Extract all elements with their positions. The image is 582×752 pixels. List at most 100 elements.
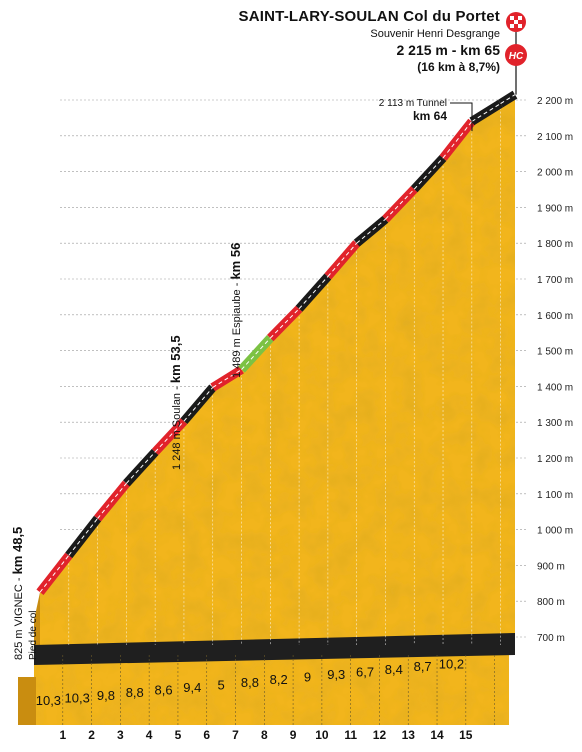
road-centerline <box>68 518 98 556</box>
x-tick-label: 4 <box>146 728 153 742</box>
gradient-label: 8,8 <box>241 675 259 690</box>
climb-name: SAINT-LARY-SOULAN Col du Portet <box>238 8 500 25</box>
y-tick-label: 1 000 m <box>537 526 573 537</box>
y-tick-label: 1 300 m <box>537 418 573 429</box>
terrain-texture <box>40 94 515 645</box>
x-tick-label: 5 <box>175 728 182 742</box>
x-axis: 1 2 3 4 5 6 7 8 9 10 11 12 13 14 15 <box>59 728 472 742</box>
gradient-label: 10,3 <box>36 693 61 708</box>
gradient-label: 9,3 <box>327 667 345 682</box>
summit-badges: HC <box>505 12 527 95</box>
gradient-label: 9 <box>304 670 311 685</box>
landmark-espiaube: 1 489 m Espiaube - km 56 <box>228 243 243 378</box>
landmark-label: 1 489 m Espiaube - km 56 <box>228 243 243 378</box>
landmark-km: km 48,5 <box>10 527 25 575</box>
finish-flag-check <box>518 16 522 20</box>
x-tick-label: 3 <box>117 728 124 742</box>
road-centerline <box>471 103 501 122</box>
road-centerline <box>241 337 271 370</box>
x-tick-label: 15 <box>459 728 473 742</box>
terrain-left-face <box>34 592 40 655</box>
x-tick-label: 12 <box>373 728 387 742</box>
x-tick-label: 10 <box>315 728 329 742</box>
road-centerline <box>413 157 444 190</box>
y-tick-label: 1 200 m <box>537 454 573 465</box>
gradient-label: 8,2 <box>270 672 288 687</box>
climb-subtitle: Souvenir Henri Desgrange <box>370 28 500 40</box>
x-tick-label: 7 <box>232 728 239 742</box>
road-line <box>36 90 518 596</box>
y-tick-label: 1 900 m <box>537 203 573 214</box>
landmark-tunnel-label: 2 113 m Tunnel <box>379 98 447 109</box>
finish-flag-check <box>510 24 514 28</box>
road-centerline <box>154 420 185 453</box>
climb-summary: (16 km à 8,7%) <box>417 60 500 74</box>
y-tick-label: 1 400 m <box>537 382 573 393</box>
y-tick-label: 1 600 m <box>537 311 573 322</box>
x-tick-label: 13 <box>402 728 416 742</box>
road-centerline <box>125 451 156 484</box>
road-centerline <box>183 387 214 422</box>
road-centerline <box>500 94 516 105</box>
y-tick-label: 1 700 m <box>537 275 573 286</box>
road-centerline <box>356 218 386 244</box>
finish-flag-check <box>514 20 518 24</box>
gradient-label: 8,4 <box>385 662 403 677</box>
y-tick-label: 1 500 m <box>537 347 573 358</box>
y-axis: 700 m 800 m 900 m 1 000 m 1 100 m 1 200 m 1 30… <box>537 96 573 644</box>
landmark-soulan: 1 248 m Soulan - km 53,5 <box>168 335 183 470</box>
gradient-labels: 10,3 10,3 9,8 8,8 8,6 9,4 5 8,8 8,2 9 9,3 6,7 8,4 8,7… <box>36 657 464 708</box>
gradient-label: 6,7 <box>356 664 374 679</box>
road-centerline <box>298 276 329 310</box>
x-tick-label: 6 <box>203 728 210 742</box>
gradient-label: 10,3 <box>65 690 90 705</box>
category-badge-label: HC <box>509 51 524 62</box>
landmark-label: 825 m VIGNEC - km 48,5 <box>10 527 25 660</box>
summit-altitude: 2 215 m - km 65 <box>396 42 500 58</box>
gradient-label: 8,6 <box>155 683 173 698</box>
finish-flag-check <box>518 24 522 28</box>
y-tick-label: 2 000 m <box>537 168 573 179</box>
gradient-label: 10,2 <box>439 657 464 672</box>
terrain-area <box>18 94 515 725</box>
terrain-left-block <box>18 677 36 725</box>
y-tick-label: 1 800 m <box>537 239 573 250</box>
y-tick-label: 800 m <box>537 597 565 608</box>
y-tick-label: 2 200 m <box>537 96 573 107</box>
y-tick-label: 1 100 m <box>537 490 573 501</box>
gradient-label: 8,7 <box>414 659 432 674</box>
road-segment <box>382 186 418 223</box>
road-centerline <box>212 369 242 388</box>
y-tick-label: 700 m <box>537 633 565 644</box>
x-tick-label: 2 <box>88 728 95 742</box>
road-segment <box>267 305 303 342</box>
y-tick-label: 900 m <box>537 561 565 572</box>
x-tick-label: 8 <box>261 728 268 742</box>
climb-title-block: SAINT-LARY-SOULAN Col du Portet Souvenir… <box>239 8 500 74</box>
landmark-km: km 56 <box>228 243 243 280</box>
category-badge-icon <box>505 44 527 66</box>
landmark-km: km 53,5 <box>168 335 183 383</box>
km-base-strip <box>34 633 515 665</box>
landmark-label: 1 248 m Soulan - km 53,5 <box>168 335 183 470</box>
x-tick-label: 1 <box>59 728 66 742</box>
x-tick-label: 11 <box>344 728 357 742</box>
landmark-sublabel: Pied de col <box>28 611 39 660</box>
x-tick-label: 14 <box>430 728 444 742</box>
gradient-label: 9,4 <box>183 680 201 695</box>
x-tick-label: 9 <box>290 728 297 742</box>
road-centerline <box>327 242 358 277</box>
road-centerline <box>97 483 127 519</box>
landmark-tunnel-leader <box>450 102 473 132</box>
gradient-label: 8,8 <box>126 685 144 700</box>
gradient-label: 9,8 <box>97 688 115 703</box>
gradient-label: 5 <box>218 677 225 692</box>
road-centerline <box>39 555 70 593</box>
finish-flag-check <box>510 16 514 20</box>
road-centerline <box>442 121 473 159</box>
landmark-tunnel-km: km 64 <box>413 109 447 123</box>
y-tick-label: 2 100 m <box>537 132 573 143</box>
